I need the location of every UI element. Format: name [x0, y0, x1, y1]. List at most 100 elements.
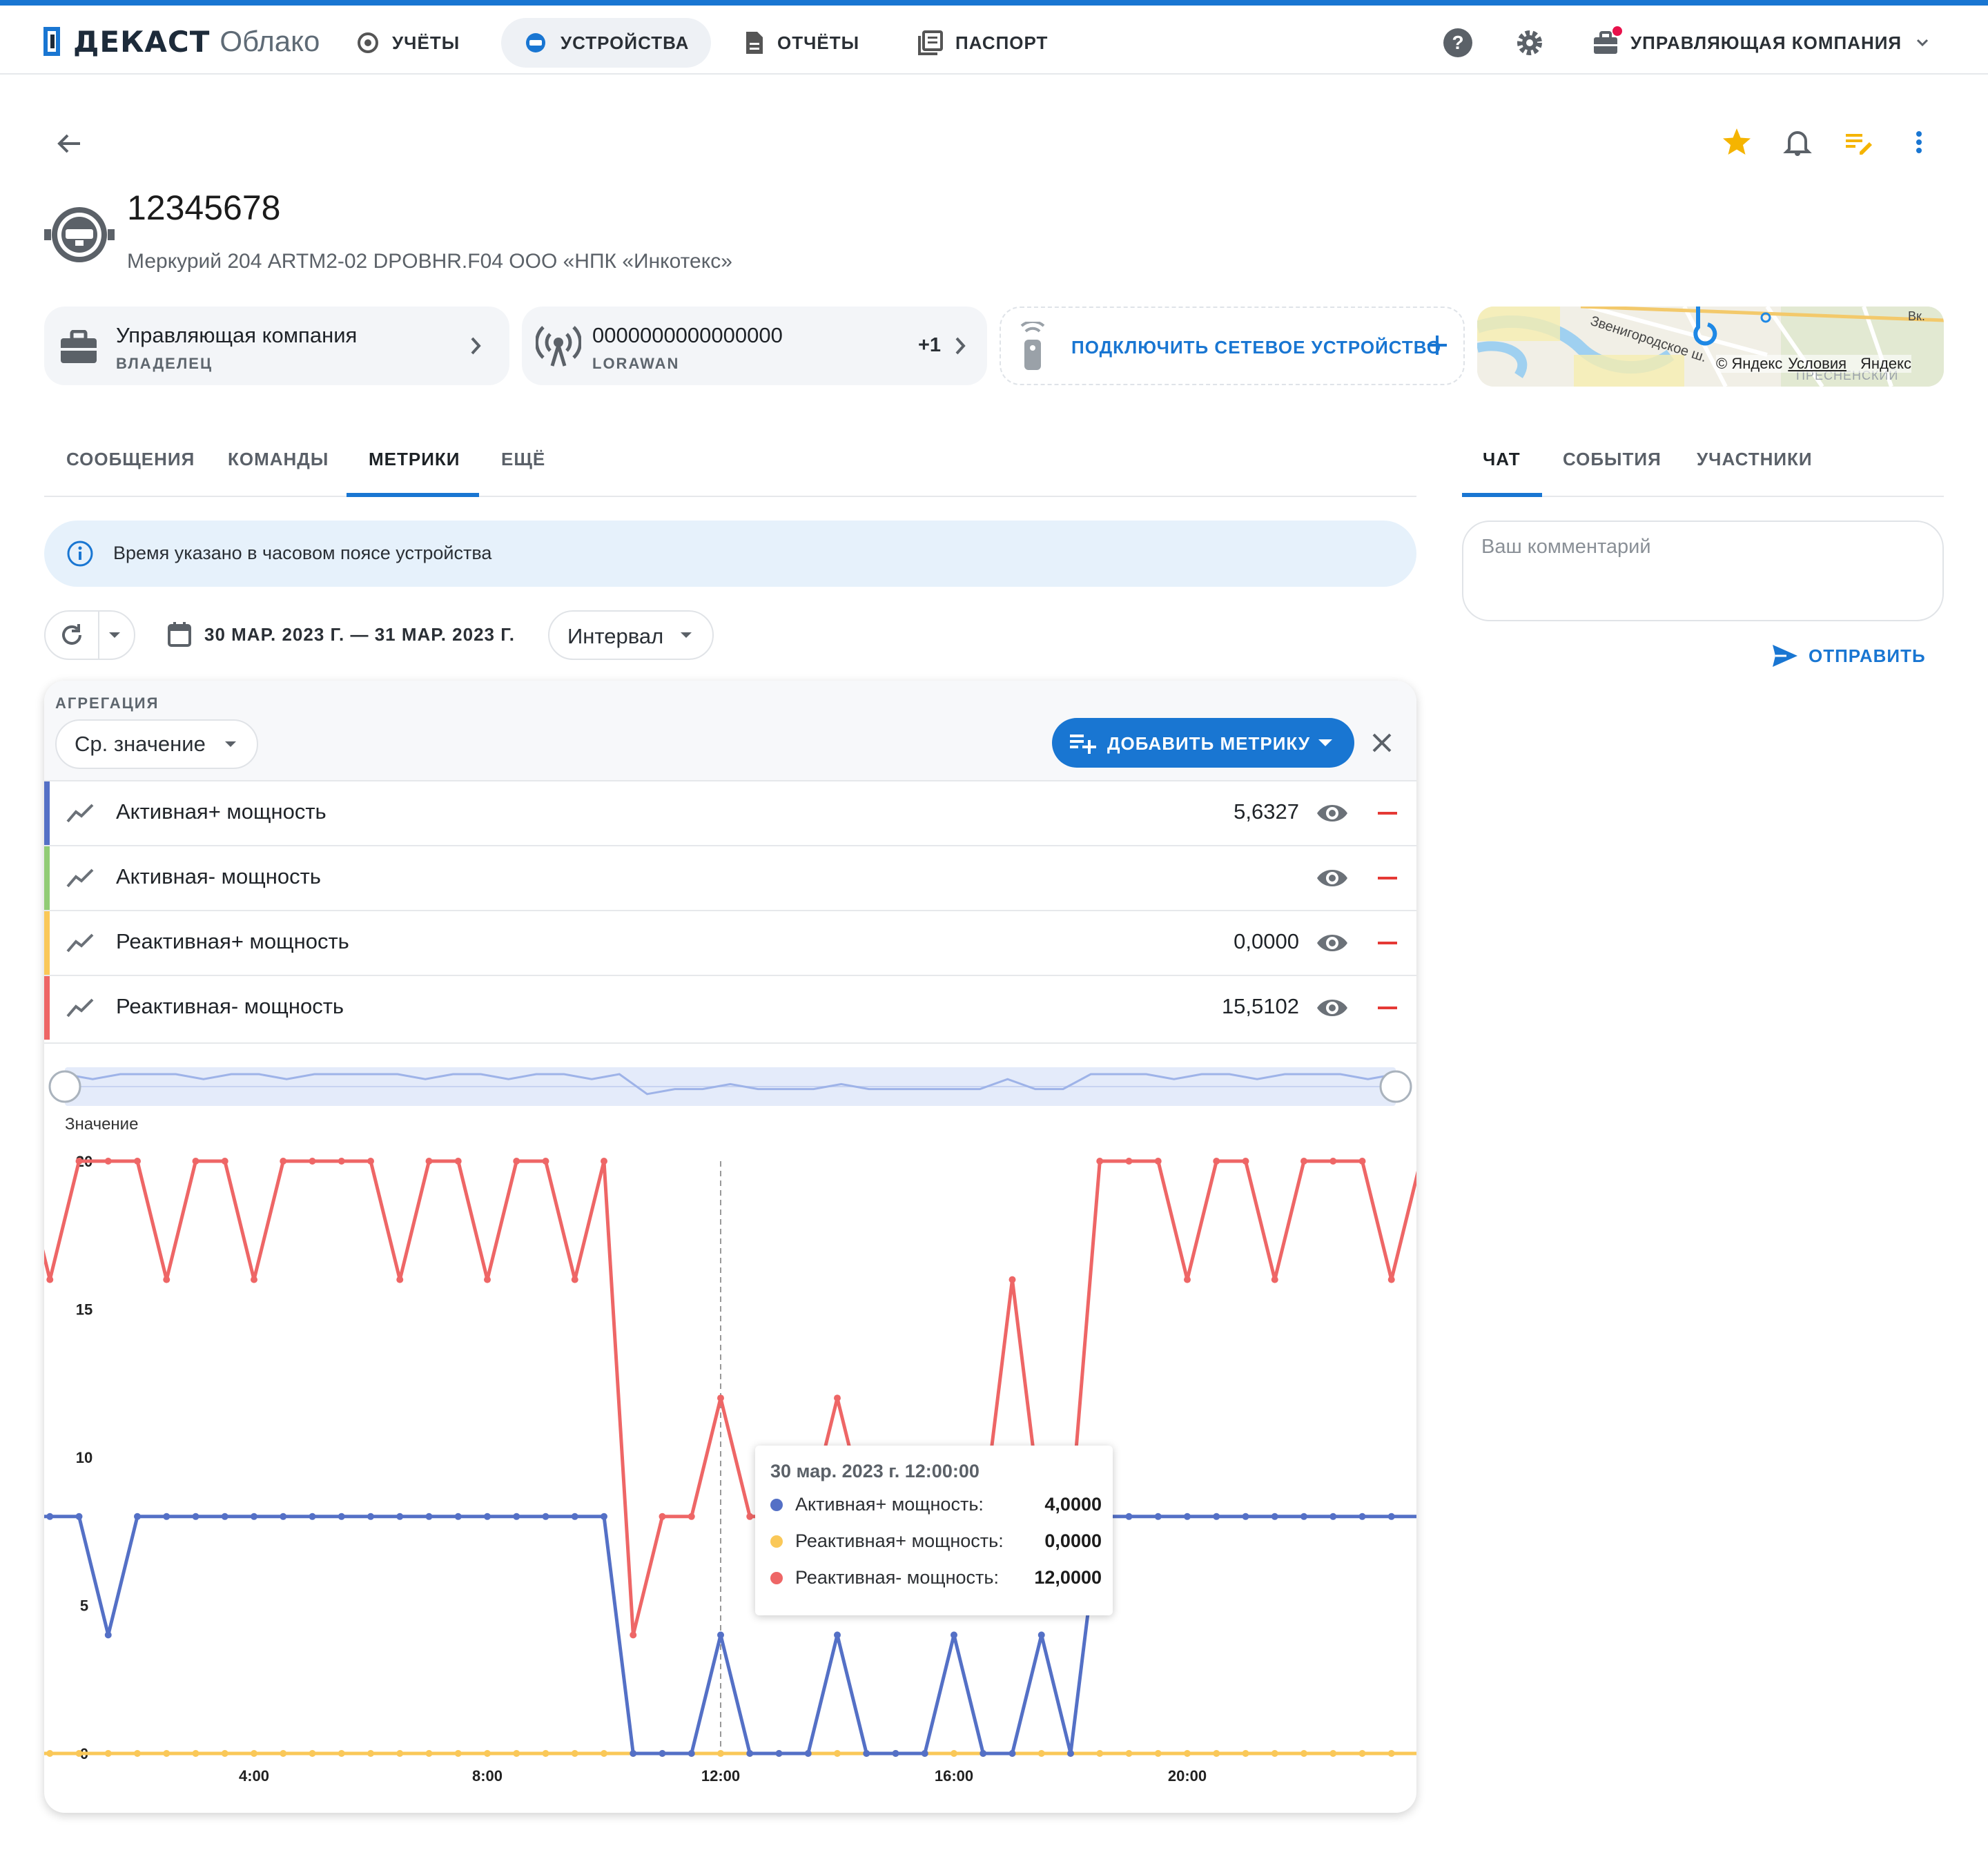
more-vert-icon[interactable] [1902, 126, 1936, 159]
chart-series-line [44, 1515, 1416, 1756]
meter-device-icon [44, 207, 115, 262]
chart-data-point [1154, 1750, 1162, 1757]
chart-data-point [309, 1513, 316, 1520]
map-terms-link[interactable]: Условия [1788, 355, 1847, 372]
accounts-icon [358, 32, 378, 53]
tab-metrics[interactable]: МЕТРИКИ [369, 449, 460, 469]
metric-name: Реактивная- мощность [116, 994, 344, 1018]
tab-chat[interactable]: ЧАТ [1483, 449, 1521, 469]
refresh-icon[interactable] [58, 621, 86, 649]
chart-y-tick-label: 10 [76, 1449, 92, 1466]
device-location-map[interactable]: Звенигородское ш. Вк. ПРЕСНЕНСКИЙ © Янде… [1477, 307, 1944, 387]
chart-data-point [1387, 1276, 1395, 1283]
comment-input[interactable]: Ваш комментарий [1462, 521, 1944, 621]
chart-data-point [163, 1750, 170, 1757]
chart-data-point [425, 1750, 433, 1757]
owner-card[interactable]: Управляющая компания ВЛАДЕЛЕЦ [44, 307, 509, 385]
logo[interactable]: ДЕКАСТ Облако [43, 21, 320, 62]
tooltip-series-dot [770, 1571, 783, 1584]
bell-icon[interactable] [1781, 126, 1814, 159]
chart-data-point [367, 1158, 374, 1165]
aggregation-select[interactable]: Ср. значение [55, 719, 258, 769]
chart-data-point [571, 1276, 578, 1283]
visibility-eye-icon[interactable] [1316, 929, 1349, 957]
chart-data-point [1242, 1158, 1249, 1165]
chart-data-point [46, 1276, 54, 1283]
calendar-icon[interactable] [167, 621, 192, 648]
chart-data-point [601, 1750, 607, 1757]
plus-icon [1427, 336, 1447, 355]
dropdown-arrow-icon[interactable] [106, 628, 123, 642]
chart-data-point [1329, 1513, 1337, 1520]
trend-line-icon [66, 998, 94, 1018]
tab-more[interactable]: ЕЩЁ [501, 449, 546, 469]
remove-metric-icon[interactable] [1374, 929, 1401, 957]
trend-line-icon [66, 804, 94, 823]
chart-data-point [46, 1513, 54, 1520]
refresh-split-button[interactable] [44, 610, 135, 660]
metric-row[interactable]: Реактивная- мощность 15,5102 [44, 975, 1416, 1040]
chart-data-point [221, 1158, 228, 1165]
chart-data-point [1037, 1750, 1045, 1757]
date-range[interactable]: 30 МАР. 2023 Г. — 31 МАР. 2023 Г. [204, 624, 515, 645]
chart-data-point [1300, 1750, 1307, 1757]
visibility-eye-icon[interactable] [1316, 994, 1349, 1022]
chart-data-point [1329, 1750, 1337, 1757]
nav-reports[interactable]: ОТЧЁТЫ [722, 18, 881, 68]
antenna-icon [536, 326, 581, 367]
company-switcher[interactable]: УПРАВЛЯЮЩАЯ КОМПАНИЯ [1592, 25, 1932, 61]
star-icon[interactable] [1720, 126, 1753, 159]
metric-name: Активная- мощность [116, 864, 321, 888]
network-type: LORAWAN [592, 355, 680, 372]
connect-network-device-card[interactable]: ПОДКЛЮЧИТЬ СЕТЕВОЕ УСТРОЙСТВО [1000, 307, 1465, 385]
remove-metric-icon[interactable] [1374, 994, 1401, 1022]
chart-data-point [104, 1631, 112, 1639]
interval-select[interactable]: Интервал [548, 610, 714, 660]
chevron-down-icon [1917, 39, 1929, 47]
metric-row[interactable]: Реактивная+ мощность 0,0000 [44, 910, 1416, 975]
metrics-chart[interactable]: Значение05101520304:008:0012:0016:0020:0… [44, 1053, 1416, 1813]
chart-data-point [309, 1158, 316, 1165]
visibility-eye-icon[interactable] [1316, 864, 1349, 892]
send-button[interactable]: ОТПРАВИТЬ [1771, 643, 1926, 668]
owner-name: Управляющая компания [116, 323, 358, 347]
metric-color-bar [44, 781, 50, 845]
comment-input-placeholder: Ваш комментарий [1481, 536, 1651, 558]
tooltip-series-label: Активная+ мощность: [795, 1494, 984, 1515]
dropdown-arrow-icon [681, 632, 692, 638]
metric-color-bar [44, 976, 50, 1040]
settings-gear-icon[interactable] [1513, 26, 1546, 59]
tooltip-series-dot [770, 1498, 783, 1511]
remove-metric-icon[interactable] [1374, 799, 1401, 827]
nav-passport[interactable]: ПАСПОРТ [896, 18, 1070, 68]
back-arrow-icon[interactable] [52, 127, 86, 160]
close-icon[interactable] [1368, 729, 1396, 757]
chart-data-point [513, 1158, 520, 1165]
tab-commands[interactable]: КОМАНДЫ [228, 449, 329, 469]
tooltip-series-value: 4,0000 [1044, 1494, 1102, 1515]
tab-participants[interactable]: УЧАСТНИКИ [1697, 449, 1813, 469]
edit-notes-icon[interactable] [1842, 126, 1875, 159]
chart-x-tick-label: 16:00 [935, 1767, 973, 1785]
chart-data-point [1008, 1276, 1016, 1283]
chart-data-point [1329, 1158, 1337, 1165]
add-metric-button[interactable]: ДОБАВИТЬ МЕТРИКУ [1052, 718, 1354, 768]
remove-metric-icon[interactable] [1374, 864, 1401, 892]
tab-events[interactable]: СОБЫТИЯ [1563, 449, 1661, 469]
zoom-slider-preview [64, 1073, 1396, 1096]
network-card[interactable]: 0000000000000000 LORAWAN +1 [522, 307, 987, 385]
chart-data-point [1213, 1513, 1220, 1520]
chart-data-point [513, 1750, 520, 1757]
nav-accounts[interactable]: УЧЁТЫ [334, 18, 482, 68]
help-icon[interactable]: ? [1441, 26, 1474, 59]
chart-tooltip: 30 мар. 2023 г. 12:00:00 Активная+ мощно… [755, 1446, 1113, 1615]
chart-data-point [630, 1750, 637, 1757]
metric-row[interactable]: Активная- мощность [44, 845, 1416, 910]
chart-data-point [338, 1750, 345, 1757]
tab-messages[interactable]: СООБЩЕНИЯ [66, 449, 195, 469]
nav-devices[interactable]: УСТРОЙСТВА [501, 18, 712, 68]
map-graphic [1477, 307, 1944, 387]
chart-x-tick-label: 8:00 [472, 1767, 503, 1785]
visibility-eye-icon[interactable] [1316, 799, 1349, 827]
metric-row[interactable]: Активная+ мощность 5,6327 [44, 780, 1416, 845]
